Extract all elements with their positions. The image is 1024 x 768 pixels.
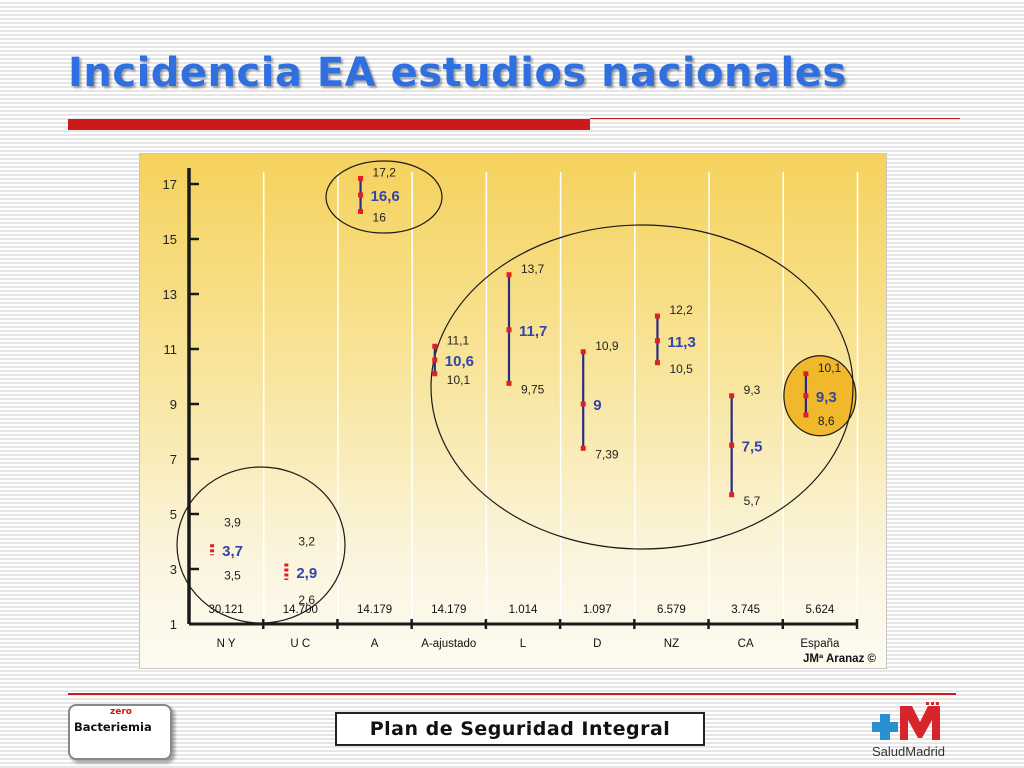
range-value-label: 2,9 — [296, 565, 317, 582]
range-high-marker — [654, 313, 660, 319]
y-tick-label: 17 — [163, 177, 177, 192]
range-point-marker — [654, 338, 660, 344]
range-low-marker — [358, 209, 364, 214]
salud-madrid-text: SaludMadrid — [872, 744, 945, 759]
sample-size-label: 1.014 — [509, 604, 538, 616]
range-value-label: 11,3 — [667, 334, 695, 351]
range-value-label: 11,7 — [519, 323, 547, 340]
chart-panel: 1 3 5 7 9 11 13 15 17 N Y 30.121 U C 14.700 A 14.179 A-… — [139, 153, 887, 669]
sample-size-label: 1.097 — [583, 604, 612, 616]
range-point-marker — [358, 192, 364, 198]
range-low-label: 10,1 — [447, 373, 471, 387]
logo-bact-text: Bacteriemia — [74, 720, 152, 734]
range-value-label: 9 — [593, 397, 601, 414]
range-low-label: 5,7 — [744, 494, 761, 508]
y-tick-label: 5 — [170, 507, 177, 522]
sample-size-label: 14.700 — [283, 604, 318, 616]
range-high-label: 10,9 — [595, 339, 619, 353]
range-low-marker — [803, 412, 809, 418]
range-high-marker — [729, 393, 735, 399]
footer-divider — [68, 693, 956, 695]
range-high-marker — [580, 349, 586, 355]
range-low-label: 3,5 — [224, 568, 241, 582]
range-low-label: 9,75 — [521, 382, 545, 396]
x-tick-label: NZ — [664, 638, 679, 650]
salud-madrid-logo: SaludMadrid — [872, 702, 962, 760]
range-low-marker — [432, 371, 438, 377]
range-low-label: 10,5 — [669, 362, 693, 376]
x-tick-label: A-ajustado — [421, 638, 476, 650]
range-value-label: 16,6 — [371, 188, 400, 205]
range-low-marker — [580, 445, 586, 451]
range-high-label: 11,1 — [447, 333, 470, 347]
range-value-label: 7,5 — [742, 438, 763, 455]
y-tick-label: 9 — [170, 397, 177, 412]
x-tick-label: L — [520, 638, 527, 650]
sample-size-label: 5.624 — [805, 604, 834, 616]
y-tick-label: 15 — [163, 232, 177, 247]
range-high-label: 10,1 — [818, 361, 842, 375]
sample-size-label: 30.121 — [209, 604, 244, 616]
group-ellipse-low — [176, 466, 346, 624]
range-low-label: 2,6 — [298, 593, 315, 607]
y-tick-label: 7 — [170, 452, 177, 467]
range-high-label: 17,2 — [373, 166, 397, 180]
sample-size-label: 14.179 — [431, 604, 466, 616]
range-low-marker — [729, 492, 735, 498]
range-high-label: 3,9 — [224, 515, 241, 529]
range-low-label: 8,6 — [818, 414, 835, 428]
x-tick-label: España — [800, 638, 840, 650]
sample-size-label: 14.179 — [357, 604, 392, 616]
range-high-label: 9,3 — [744, 383, 761, 397]
range-high-marker — [803, 371, 809, 377]
range-value-label: 9,3 — [816, 389, 837, 406]
group-ellipse-mid — [430, 224, 854, 550]
range-point-marker — [506, 327, 512, 333]
range-low-label: 16 — [373, 211, 387, 225]
y-tick-label: 3 — [170, 562, 177, 577]
x-tick-label: D — [593, 638, 601, 650]
spain-highlight — [783, 355, 857, 437]
y-tick-label: 13 — [163, 287, 177, 302]
range-low-label: 7,39 — [595, 447, 619, 461]
range-high-marker — [506, 272, 512, 278]
range-high-marker — [358, 176, 364, 181]
range-high-label: 12,2 — [669, 303, 693, 317]
group-ellipse-a — [325, 160, 443, 234]
y-tick-label: 1 — [170, 617, 177, 632]
y-tick-label: 11 — [164, 342, 178, 357]
sample-size-label: 6.579 — [657, 604, 686, 616]
x-tick-label: CA — [738, 638, 754, 650]
x-tick-label: U C — [290, 638, 310, 650]
range-high-label: 3,2 — [298, 535, 315, 549]
bacteriemia-zero-logo: Bacteriemia zero — [68, 704, 172, 760]
range-high-label: 13,7 — [521, 262, 545, 276]
title-underline-line — [590, 118, 960, 119]
range-point-marker — [432, 357, 438, 363]
range-value-label: 10,6 — [445, 353, 474, 370]
range-point-marker — [729, 442, 735, 448]
range-low-marker — [506, 380, 512, 386]
salud-madrid-icon — [872, 702, 940, 740]
title-underline-bar — [68, 119, 590, 130]
range-value-label: 3,7 — [222, 543, 243, 560]
plan-label: Plan de Seguridad Integral — [335, 712, 705, 746]
slide-title: Incidencia EA estudios nacionales — [68, 50, 847, 96]
range-point-marker — [580, 401, 586, 407]
range-high-marker — [432, 343, 438, 349]
x-tick-label: N Y — [217, 638, 236, 650]
range-point-marker — [803, 393, 809, 399]
sample-size-label: 3.745 — [731, 604, 760, 616]
chart-credit: JMª Aranaz © — [803, 653, 877, 665]
x-tick-label: A — [371, 638, 379, 650]
logo-bact-sub: zero — [110, 707, 132, 717]
range-low-marker — [654, 360, 660, 366]
